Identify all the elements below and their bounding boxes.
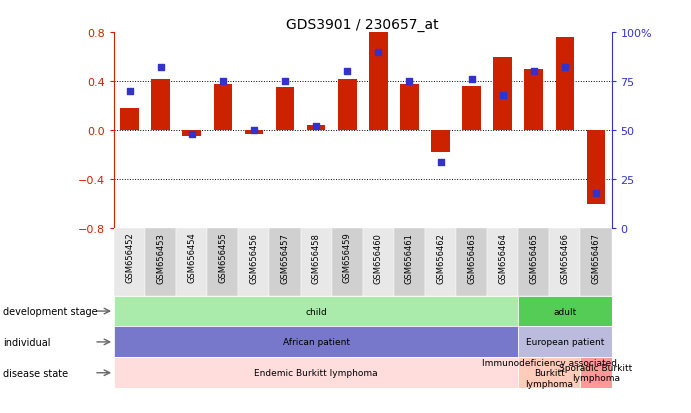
- Bar: [276, 88, 294, 131]
- Point: [528, 69, 539, 76]
- Bar: [587, 131, 605, 204]
- Bar: [580, 229, 612, 296]
- Bar: [556, 38, 574, 131]
- Text: GSM656463: GSM656463: [467, 232, 476, 283]
- Text: GSM656457: GSM656457: [281, 232, 290, 283]
- Bar: [363, 229, 394, 296]
- Text: GSM656453: GSM656453: [156, 232, 165, 283]
- Point: [559, 65, 570, 71]
- Bar: [114, 296, 518, 327]
- Bar: [245, 131, 263, 135]
- Point: [155, 65, 166, 71]
- Bar: [182, 131, 201, 137]
- Point: [466, 77, 477, 83]
- Text: child: child: [305, 307, 327, 316]
- Text: European patient: European patient: [526, 337, 604, 347]
- Text: adult: adult: [553, 307, 576, 316]
- Bar: [145, 229, 176, 296]
- Bar: [518, 229, 549, 296]
- Bar: [456, 229, 487, 296]
- Bar: [338, 80, 357, 131]
- Bar: [431, 131, 450, 153]
- Bar: [151, 80, 170, 131]
- Bar: [238, 229, 269, 296]
- Text: Sporadic Burkitt
lymphoma: Sporadic Burkitt lymphoma: [559, 363, 633, 382]
- Bar: [487, 229, 518, 296]
- Point: [590, 190, 601, 197]
- Text: individual: individual: [3, 337, 51, 347]
- Text: GSM656455: GSM656455: [218, 232, 227, 283]
- Text: GSM656459: GSM656459: [343, 232, 352, 283]
- Bar: [207, 229, 238, 296]
- Point: [249, 128, 260, 134]
- Bar: [580, 358, 612, 388]
- Bar: [518, 358, 580, 388]
- Title: GDS3901 / 230657_at: GDS3901 / 230657_at: [287, 18, 439, 32]
- Text: Immunodeficiency associated
Burkitt
lymphoma: Immunodeficiency associated Burkitt lymp…: [482, 358, 617, 388]
- Point: [217, 79, 228, 85]
- Bar: [269, 229, 301, 296]
- Text: GSM656466: GSM656466: [560, 232, 569, 283]
- Bar: [120, 109, 139, 131]
- Text: Endemic Burkitt lymphoma: Endemic Burkitt lymphoma: [254, 368, 378, 377]
- Bar: [400, 84, 419, 131]
- Point: [279, 79, 290, 85]
- Text: GSM656464: GSM656464: [498, 232, 507, 283]
- Text: GSM656456: GSM656456: [249, 232, 258, 283]
- Text: GSM656465: GSM656465: [529, 232, 538, 283]
- Text: GSM656467: GSM656467: [591, 232, 600, 283]
- Bar: [549, 229, 580, 296]
- Text: GSM656458: GSM656458: [312, 232, 321, 283]
- Bar: [114, 358, 518, 388]
- Bar: [524, 70, 543, 131]
- Point: [124, 88, 135, 95]
- Bar: [493, 57, 512, 131]
- Bar: [518, 327, 612, 358]
- Text: GSM656454: GSM656454: [187, 232, 196, 283]
- Text: African patient: African patient: [283, 337, 350, 347]
- Bar: [114, 229, 145, 296]
- Point: [341, 69, 352, 76]
- Bar: [114, 327, 518, 358]
- Bar: [307, 126, 325, 131]
- Bar: [369, 33, 388, 131]
- Bar: [176, 229, 207, 296]
- Text: disease state: disease state: [3, 368, 68, 378]
- Bar: [214, 84, 232, 131]
- Bar: [518, 296, 612, 327]
- Bar: [425, 229, 456, 296]
- Point: [404, 79, 415, 85]
- Bar: [394, 229, 425, 296]
- Bar: [301, 229, 332, 296]
- Text: GSM656460: GSM656460: [374, 232, 383, 283]
- Text: GSM656452: GSM656452: [125, 232, 134, 283]
- Point: [497, 93, 508, 99]
- Bar: [462, 87, 481, 131]
- Text: development stage: development stage: [3, 306, 98, 316]
- Text: GSM656461: GSM656461: [405, 232, 414, 283]
- Point: [310, 124, 321, 131]
- Bar: [332, 229, 363, 296]
- Point: [186, 131, 198, 138]
- Point: [435, 159, 446, 166]
- Text: GSM656462: GSM656462: [436, 232, 445, 283]
- Point: [373, 49, 384, 56]
